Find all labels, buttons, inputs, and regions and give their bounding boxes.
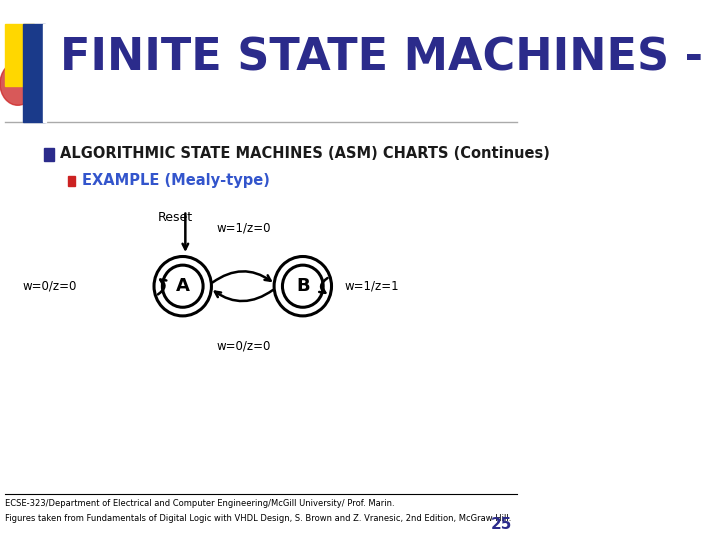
Text: ALGORITHMIC STATE MACHINES (ASM) CHARTS (Continues): ALGORITHMIC STATE MACHINES (ASM) CHARTS …: [60, 146, 550, 161]
Text: EXAMPLE (Mealy-type): EXAMPLE (Mealy-type): [83, 173, 271, 188]
Ellipse shape: [0, 62, 35, 105]
Bar: [45, 148, 54, 161]
Text: Reset: Reset: [158, 211, 192, 224]
Bar: [43, 24, 47, 122]
Text: B: B: [296, 277, 310, 295]
Bar: [23, 24, 45, 122]
Text: FINITE STATE MACHINES - II: FINITE STATE MACHINES - II: [60, 36, 720, 79]
Text: w=1/z=0: w=1/z=0: [216, 221, 271, 234]
Text: ECSE-323/Department of Electrical and Computer Engineering/McGill University/ Pr: ECSE-323/Department of Electrical and Co…: [5, 500, 395, 509]
Text: 25: 25: [490, 517, 512, 532]
Text: w=1/z=1: w=1/z=1: [345, 280, 399, 293]
Bar: [5, 24, 34, 86]
Bar: [68, 176, 75, 186]
Text: w=0/z=0: w=0/z=0: [216, 339, 271, 352]
Text: w=0/z=0: w=0/z=0: [22, 280, 77, 293]
Text: Figures taken from Fundamentals of Digital Logic with VHDL Design, S. Brown and : Figures taken from Fundamentals of Digit…: [5, 514, 512, 523]
Text: A: A: [176, 277, 189, 295]
